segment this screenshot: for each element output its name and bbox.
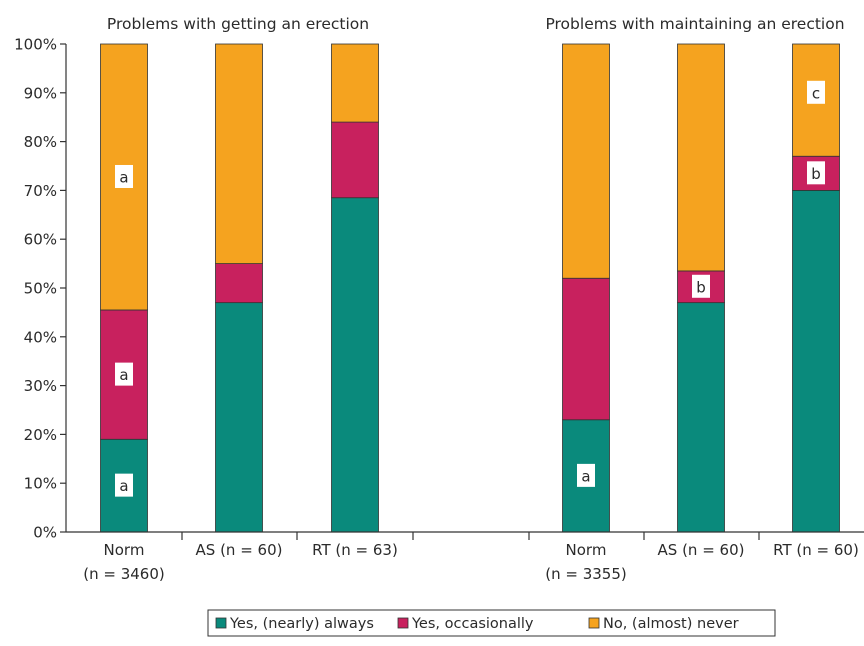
legend-box bbox=[207, 609, 776, 637]
legend-label: Yes, (nearly) always bbox=[229, 616, 374, 632]
bar-segment bbox=[215, 302, 263, 533]
x-tick-sublabel: (n = 3355) bbox=[545, 565, 627, 583]
bar-segment bbox=[677, 43, 725, 272]
annotation-box bbox=[115, 164, 133, 188]
y-tick-label: 90% bbox=[24, 84, 57, 102]
annotation-text: b bbox=[811, 165, 821, 183]
annotation-label: c bbox=[807, 80, 825, 104]
y-tick-label: 80% bbox=[24, 133, 57, 151]
bar-segment bbox=[100, 43, 148, 311]
annotation-text: b bbox=[696, 278, 706, 296]
y-axis: 0% 10% 20% 30% 40% 50% 60% 70% 80% 90% 100% bbox=[14, 36, 67, 542]
annotation-label: a bbox=[115, 362, 133, 386]
annotation-box bbox=[807, 80, 825, 104]
y-tick-label: 70% bbox=[24, 182, 57, 200]
x-axis: Norm (n = 3460) AS (n = 60) RT (n = 63) Norm… bbox=[66, 531, 864, 583]
legend-swatch bbox=[588, 617, 600, 629]
x-tick-label: AS (n = 60) bbox=[658, 541, 745, 559]
bar-segment bbox=[331, 43, 379, 123]
bars bbox=[100, 43, 840, 533]
annotation-text: a bbox=[119, 366, 128, 384]
annotation-label: b bbox=[807, 161, 825, 185]
annotation-label: a bbox=[115, 473, 133, 497]
annotation-label: b bbox=[692, 274, 710, 298]
x-tick-label: AS (n = 60) bbox=[196, 541, 283, 559]
panel-title-getting: Problems with getting an erection bbox=[107, 15, 369, 33]
annotation-label: a bbox=[115, 164, 133, 188]
bar-segment bbox=[331, 121, 379, 199]
annotation-box bbox=[692, 274, 710, 298]
annotation-label: a bbox=[577, 463, 595, 487]
bar-segment bbox=[215, 263, 263, 304]
annotation-text: c bbox=[812, 84, 820, 102]
bar-segment bbox=[562, 277, 610, 421]
y-tick-label: 100% bbox=[14, 36, 57, 54]
bar-segment bbox=[331, 197, 379, 533]
panel-title-maintaining: Problems with maintaining an erection bbox=[545, 15, 844, 33]
x-tick-label: Norm bbox=[104, 541, 145, 559]
y-tick-label: 0% bbox=[33, 524, 57, 542]
annotation-box bbox=[577, 463, 595, 487]
x-tick-sublabel: (n = 3460) bbox=[83, 565, 165, 583]
bar-segment bbox=[562, 43, 610, 279]
x-tick-label: RT (n = 60) bbox=[773, 541, 859, 559]
panel-titles: Problems with getting an erection Proble… bbox=[107, 15, 845, 33]
annotations: a a a a b b c bbox=[115, 80, 825, 497]
annotation-text: a bbox=[581, 467, 590, 485]
x-tick-label: Norm bbox=[566, 541, 607, 559]
annotation-text: a bbox=[119, 477, 128, 495]
y-tick-label: 50% bbox=[24, 280, 57, 298]
legend: Yes, (nearly) always Yes, occasionally No,… bbox=[207, 609, 776, 637]
legend-label: Yes, occasionally bbox=[411, 616, 534, 632]
y-tick-label: 60% bbox=[24, 231, 57, 249]
y-tick-label: 30% bbox=[24, 377, 57, 395]
legend-swatch bbox=[215, 617, 227, 629]
annotation-box bbox=[115, 362, 133, 386]
annotation-box bbox=[807, 161, 825, 185]
annotation-text: a bbox=[119, 168, 128, 186]
x-tick-label: RT (n = 63) bbox=[312, 541, 398, 559]
y-tick-label: 20% bbox=[24, 426, 57, 444]
y-tick-label: 10% bbox=[24, 475, 57, 493]
bar-segment bbox=[215, 43, 263, 265]
bar-segment bbox=[677, 302, 725, 533]
legend-label: No, (almost) never bbox=[603, 616, 739, 632]
annotation-box bbox=[115, 473, 133, 497]
y-tick-label: 40% bbox=[24, 328, 57, 346]
bar-segment bbox=[792, 189, 840, 533]
legend-swatch bbox=[397, 617, 409, 629]
